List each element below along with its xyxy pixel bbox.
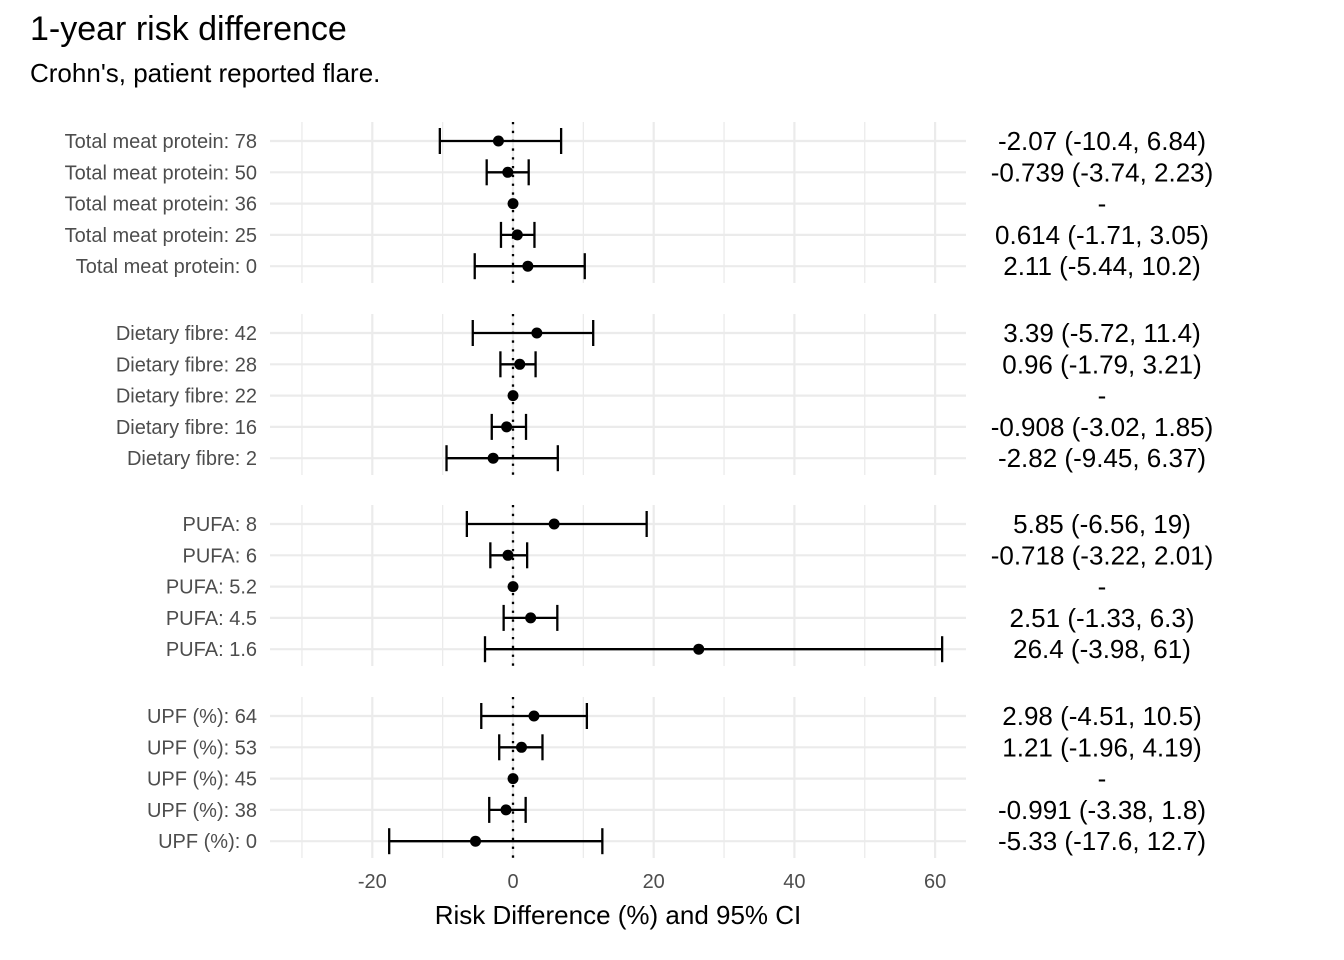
point-estimate (531, 327, 543, 339)
estimate-text: -2.82 (-9.45, 6.37) (998, 443, 1206, 473)
gridlines (270, 122, 966, 858)
x-tick-label: 20 (643, 871, 665, 893)
estimate-text: 2.98 (-4.51, 10.5) (1002, 701, 1201, 731)
y-axis-label: Dietary fibre: 16 (116, 417, 257, 439)
point-estimate (548, 518, 560, 530)
y-axis-label: UPF (%): 53 (147, 737, 257, 759)
y-axis-labels: Total meat protein: 78 Total meat protein… (65, 131, 257, 853)
chart-subtitle: Crohn's, patient reported flare. (30, 58, 381, 88)
estimate-text: 3.39 (-5.72, 11.4) (1003, 318, 1201, 348)
estimate-text: -5.33 (-17.6, 12.7) (998, 826, 1206, 856)
estimate-text: -2.07 (-10.4, 6.84) (998, 126, 1206, 156)
point-estimate (522, 260, 534, 272)
estimates (388, 128, 944, 855)
y-axis-label: Total meat protein: 50 (65, 162, 257, 184)
x-axis-label: Risk Difference (%) and 95% CI (435, 900, 802, 930)
estimate-text: - (1098, 189, 1107, 219)
estimate-text: 2.11 (-5.44, 10.2) (1003, 251, 1201, 281)
estimate-text: 26.4 (-3.98, 61) (1013, 634, 1191, 664)
point-estimate (502, 166, 514, 178)
estimate-text: - (1098, 572, 1107, 602)
point-estimate (501, 421, 513, 433)
y-axis-label: PUFA: 5.2 (166, 577, 257, 599)
x-tick-label: -20 (358, 871, 387, 893)
estimate-text: 2.51 (-1.33, 6.3) (1010, 603, 1195, 633)
point-estimate (511, 229, 523, 241)
y-axis-label: PUFA: 8 (183, 514, 257, 536)
y-axis-label: Dietary fibre: 42 (116, 323, 257, 345)
y-axis-label: Total meat protein: 0 (76, 256, 257, 278)
point-estimate (507, 581, 519, 593)
estimate-text: 0.614 (-1.71, 3.05) (995, 220, 1209, 250)
chart-title: 1-year risk difference (30, 10, 347, 48)
y-axis-label: Dietary fibre: 22 (116, 386, 257, 408)
point-estimate (528, 710, 540, 722)
point-estimate (693, 643, 705, 655)
y-axis-label: UPF (%): 45 (147, 769, 257, 791)
y-axis-label: PUFA: 4.5 (166, 608, 257, 630)
estimate-text: 5.85 (-6.56, 19) (1013, 509, 1191, 539)
x-tick-label: 40 (783, 871, 805, 893)
x-axis-ticks: -20 0 20 40 60 (358, 871, 946, 893)
estimate-text: -0.718 (-3.22, 2.01) (991, 540, 1214, 570)
y-axis-label: Total meat protein: 78 (65, 131, 257, 153)
estimate-text: 1.21 (-1.96, 4.19) (1002, 732, 1201, 762)
y-axis-label: Dietary fibre: 2 (127, 448, 257, 470)
point-estimate (507, 198, 519, 210)
point-estimate (514, 358, 526, 370)
x-tick-label: 0 (507, 871, 518, 893)
point-estimate (507, 390, 519, 402)
y-axis-label: UPF (%): 64 (147, 706, 257, 728)
y-axis-label: UPF (%): 0 (158, 831, 257, 853)
point-estimate (470, 835, 482, 847)
estimate-text: -0.991 (-3.38, 1.8) (998, 795, 1206, 825)
estimate-texts: -2.07 (-10.4, 6.84)-0.739 (-3.74, 2.23)-… (991, 126, 1214, 856)
y-axis-label: PUFA: 6 (183, 545, 257, 567)
estimate-text: -0.739 (-3.74, 2.23) (991, 157, 1214, 187)
x-tick-label: 60 (924, 871, 946, 893)
point-estimate (492, 135, 504, 147)
point-estimate (487, 452, 499, 464)
estimate-text: -0.908 (-3.02, 1.85) (991, 412, 1214, 442)
y-axis-label: Total meat protein: 36 (65, 194, 257, 216)
point-estimate (507, 773, 519, 785)
y-axis-label: Total meat protein: 25 (65, 225, 257, 247)
point-estimate (516, 741, 528, 753)
estimate-text: 0.96 (-1.79, 3.21) (1002, 349, 1201, 379)
y-axis-label: Dietary fibre: 28 (116, 354, 257, 376)
point-estimate (500, 804, 512, 816)
y-axis-label: PUFA: 1.6 (166, 639, 257, 661)
estimate-text: - (1098, 381, 1107, 411)
point-estimate (525, 612, 537, 624)
y-axis-label: UPF (%): 38 (147, 800, 257, 822)
estimate-text: - (1098, 764, 1107, 794)
point-estimate (502, 549, 514, 561)
